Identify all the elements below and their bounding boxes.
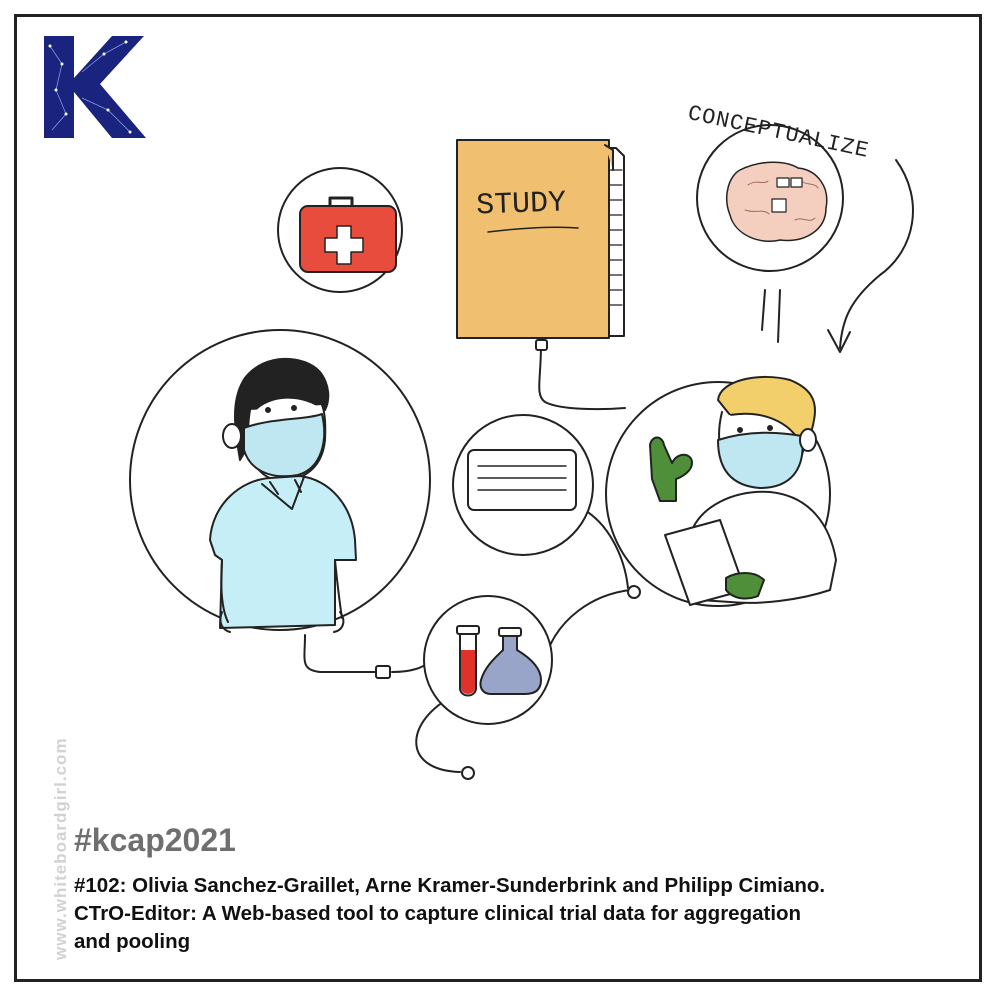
watermark-text: www.whiteboardgirl.com <box>51 737 70 960</box>
doctor-figure <box>649 376 837 606</box>
conceptualize-arrow <box>839 159 914 349</box>
caption-line-3: and pooling <box>74 930 191 953</box>
lab-bubble <box>423 595 553 725</box>
cable-brain-doctor <box>761 289 781 343</box>
caption-line-2: CTrO-Editor: A Web-based tool to capture… <box>74 902 802 925</box>
brain-icon <box>726 161 828 242</box>
study-folder-icon <box>456 139 625 339</box>
patient-figure <box>209 357 357 633</box>
cable-lab-form <box>547 589 631 651</box>
study-label: STUDY <box>476 186 567 223</box>
cable-study-doctor <box>538 344 626 411</box>
kcap-logo: K <box>42 34 146 140</box>
caption-line-1: #102: Olivia Sanchez-Graillet, Arne Kram… <box>74 874 826 897</box>
cable-lab-loop <box>415 694 461 773</box>
test-tube-icon <box>456 625 480 697</box>
form-card-icon <box>467 449 577 511</box>
logo-letter: K <box>94 93 95 95</box>
caption: #102: Olivia Sanchez-Graillet, Arne Kram… <box>74 872 954 956</box>
cable-patient-lab <box>303 634 379 673</box>
flask-icon <box>479 627 542 695</box>
hashtag: #kcap2021 <box>74 822 236 858</box>
